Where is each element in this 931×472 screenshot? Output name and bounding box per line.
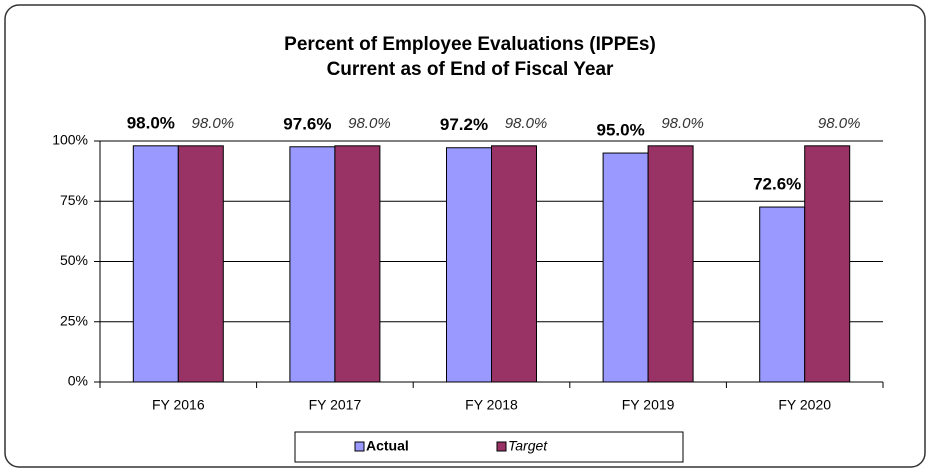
legend-label: Actual bbox=[366, 438, 409, 454]
bar bbox=[759, 206, 806, 383]
y-tick-label: 50% bbox=[60, 252, 88, 268]
data-label: 98.0% bbox=[505, 115, 548, 132]
legend-swatch bbox=[496, 441, 507, 452]
legend-label: Target bbox=[508, 438, 548, 454]
bar bbox=[446, 147, 492, 383]
data-label: 98.0% bbox=[818, 115, 861, 132]
bar bbox=[491, 145, 537, 383]
x-tick-label: FY 2018 bbox=[465, 397, 518, 413]
bar bbox=[334, 145, 381, 383]
legend bbox=[294, 431, 684, 463]
data-label: 98.0% bbox=[127, 113, 175, 132]
y-tick-label: 0% bbox=[68, 373, 88, 389]
data-label: 98.0% bbox=[348, 115, 391, 132]
chart-title: Current as of End of Fiscal Year bbox=[327, 59, 614, 80]
data-label: 97.6% bbox=[283, 114, 331, 133]
data-label: 98.0% bbox=[192, 115, 235, 132]
bar bbox=[132, 145, 179, 383]
bar bbox=[804, 145, 851, 383]
bar bbox=[647, 145, 694, 383]
bar bbox=[289, 146, 336, 383]
y-tick-label: 25% bbox=[60, 312, 88, 328]
data-label: 98.0% bbox=[661, 115, 704, 132]
data-label: 95.0% bbox=[596, 121, 644, 140]
y-tick-label: 100% bbox=[52, 132, 88, 148]
x-tick-label: FY 2020 bbox=[778, 397, 831, 413]
bar bbox=[177, 145, 224, 383]
x-tick-label: FY 2019 bbox=[622, 397, 675, 413]
data-label: 72.6% bbox=[753, 175, 801, 194]
y-tick-label: 75% bbox=[60, 192, 88, 208]
legend-swatch bbox=[354, 441, 365, 452]
bar bbox=[602, 152, 649, 383]
x-tick-label: FY 2016 bbox=[152, 397, 205, 413]
chart-title: Percent of Employee Evaluations (IPPEs) bbox=[284, 34, 656, 55]
x-tick-label: FY 2017 bbox=[309, 397, 362, 413]
data-label: 97.2% bbox=[440, 115, 488, 134]
